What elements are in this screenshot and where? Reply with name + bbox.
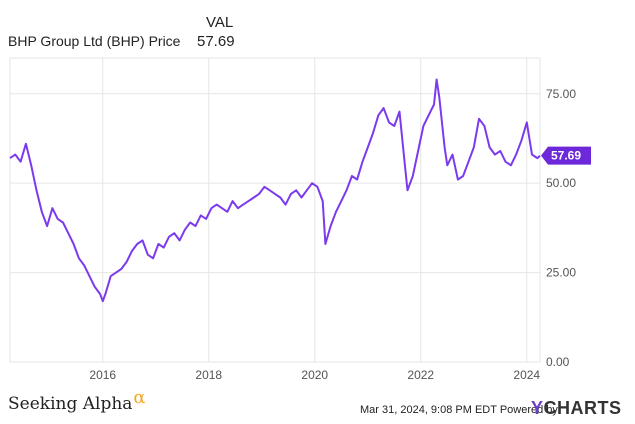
- x-tick-label: 2016: [89, 368, 116, 382]
- x-tick-label: 2022: [407, 368, 434, 382]
- badge-shape: [541, 146, 591, 165]
- x-tick-label: 2024: [513, 368, 540, 382]
- series-line-bhp: [9, 78, 541, 303]
- seeking-alpha-logo: Seeking Alphaα: [8, 387, 146, 414]
- y-tick-label: 50.00: [546, 176, 576, 190]
- ycharts-logo: YCHARTS: [531, 398, 622, 419]
- y-tick-label: 25.00: [546, 266, 576, 280]
- footer-timestamp: Mar 31, 2024, 9:08 PM EDT Powered by: [360, 404, 558, 416]
- legend-series-value: 57.69: [197, 33, 235, 50]
- timestamp-text: Mar 31, 2024, 9:08 PM EDT: [360, 404, 497, 416]
- x-tick-label: 2018: [195, 368, 222, 382]
- y-tick-label: 0.00: [546, 355, 570, 369]
- x-tick-label: 2020: [301, 368, 328, 382]
- powered-by-text: Powered by: [499, 404, 558, 416]
- grid-lines: [9, 57, 541, 363]
- legend-series-name: BHP Group Ltd (BHP) Price: [8, 33, 181, 49]
- brand-text: Seeking Alpha: [8, 394, 133, 414]
- ycharts-y: Y: [531, 398, 544, 418]
- plot-border: [9, 57, 541, 363]
- last-value-badge: 57.69: [541, 146, 591, 165]
- x-axis-ticks: 2016 2018 2020 2022 2024: [89, 368, 540, 382]
- alpha-symbol: α: [133, 387, 146, 408]
- badge-value-label: 57.69: [551, 149, 581, 163]
- legend-header: VAL: [206, 14, 234, 31]
- y-axis-ticks: 0.00 25.00 50.00 75.00: [546, 87, 576, 369]
- ycharts-rest: CHARTS: [543, 398, 622, 418]
- y-tick-label: 75.00: [546, 87, 576, 101]
